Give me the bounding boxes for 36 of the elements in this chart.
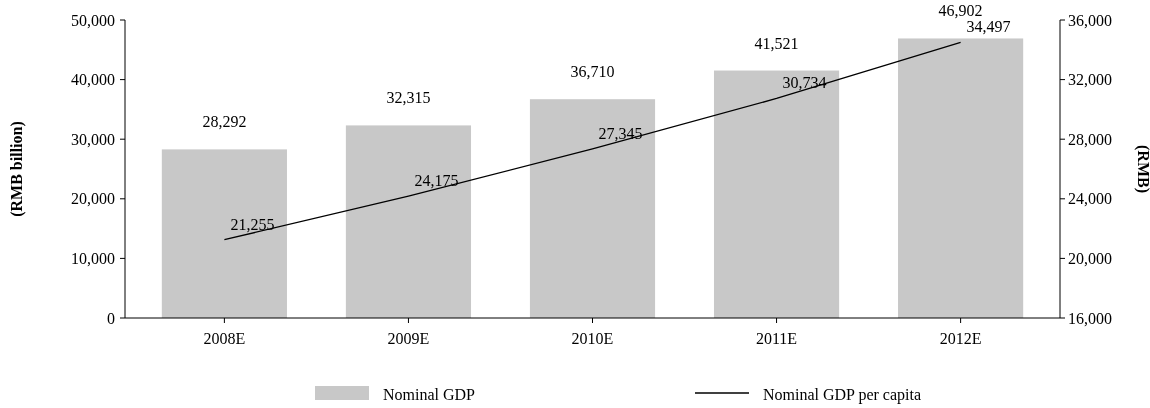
bar	[161, 149, 287, 318]
y2-tick-label: 28,000	[1068, 130, 1112, 148]
data-label: 30,734	[782, 74, 827, 92]
y-axis-title: (RMB billion)	[8, 121, 26, 217]
x-tick-label: 2011E	[755, 330, 798, 347]
data-label: 41,521	[754, 34, 799, 52]
y-tick-label: 30,000	[71, 130, 115, 148]
data-label: 27,345	[598, 124, 643, 142]
x-tick-label: 2009E	[387, 330, 430, 347]
bar	[713, 70, 840, 318]
y-tick-label: 50,000	[71, 11, 115, 29]
data-label: 46,902	[938, 2, 983, 20]
bar	[529, 99, 656, 318]
bar	[345, 125, 472, 318]
x-tick-label: 2010E	[571, 330, 614, 347]
x-tick-label: 2012E	[939, 330, 982, 347]
legend-label: Nominal GDP per capita	[763, 385, 922, 404]
data-label: 24,175	[414, 172, 459, 190]
data-label: 32,315	[386, 89, 431, 107]
x-tick-label: 2008E	[203, 330, 246, 347]
data-label: 34,497	[966, 18, 1011, 36]
y-tick-label: 10,000	[71, 250, 115, 267]
y-tick-label: 40,000	[71, 71, 115, 89]
y2-tick-label: 36,000	[1068, 11, 1112, 29]
y2-tick-label: 24,000	[1068, 190, 1112, 208]
y-tick-label: 20,000	[71, 190, 115, 208]
data-label: 21,255	[230, 215, 275, 233]
data-label: 36,710	[570, 63, 615, 81]
y2-tick-label: 20,000	[1068, 250, 1112, 267]
bar	[898, 38, 1024, 318]
data-label: 28,292	[202, 113, 247, 131]
legend-label: Nominal GDP	[383, 385, 476, 403]
y2-tick-label: 32,000	[1068, 71, 1112, 89]
y-tick-label: 0	[107, 309, 115, 327]
y2-axis-title: (RMB)	[1134, 145, 1150, 193]
y2-tick-label: 16,000	[1068, 309, 1112, 327]
